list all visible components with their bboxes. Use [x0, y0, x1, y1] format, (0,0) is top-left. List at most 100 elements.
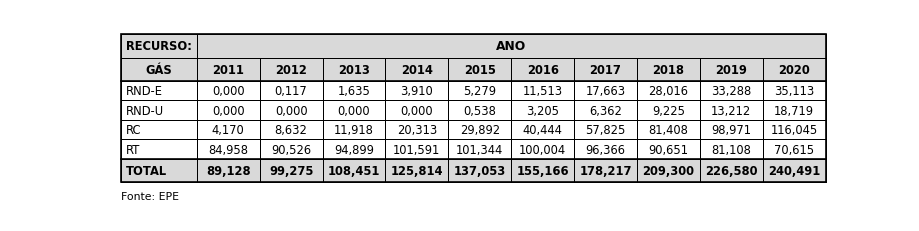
Text: 11,513: 11,513 — [523, 85, 562, 98]
Bar — [574, 140, 637, 159]
Text: 33,288: 33,288 — [711, 85, 752, 98]
Text: 2018: 2018 — [652, 64, 685, 76]
Bar — [385, 140, 448, 159]
Text: 18,719: 18,719 — [774, 104, 814, 117]
Bar — [637, 120, 700, 140]
Bar — [197, 82, 260, 101]
Bar — [120, 159, 197, 182]
Bar — [763, 58, 825, 82]
Bar — [197, 101, 260, 120]
Bar — [385, 82, 448, 101]
Bar — [637, 159, 700, 182]
Bar — [120, 58, 197, 82]
Text: 137,053: 137,053 — [454, 164, 505, 177]
Text: 89,128: 89,128 — [206, 164, 251, 177]
Bar — [197, 120, 260, 140]
Bar — [323, 120, 385, 140]
Text: 8,632: 8,632 — [275, 124, 308, 137]
Bar — [763, 120, 825, 140]
Text: 40,444: 40,444 — [523, 124, 562, 137]
Text: 99,275: 99,275 — [269, 164, 313, 177]
Text: 90,526: 90,526 — [271, 143, 312, 156]
Bar — [197, 35, 825, 58]
Bar — [700, 58, 763, 82]
Bar — [448, 101, 511, 120]
Bar — [323, 101, 385, 120]
Bar — [385, 101, 448, 120]
Bar — [511, 140, 574, 159]
Bar — [511, 58, 574, 82]
Text: 0,000: 0,000 — [212, 104, 244, 117]
Bar — [448, 159, 511, 182]
Bar — [120, 82, 197, 101]
Text: 2019: 2019 — [715, 64, 747, 76]
Text: 84,958: 84,958 — [209, 143, 248, 156]
Text: 17,663: 17,663 — [585, 85, 626, 98]
Text: 94,899: 94,899 — [334, 143, 374, 156]
Text: 226,580: 226,580 — [705, 164, 757, 177]
Text: 3,910: 3,910 — [401, 85, 433, 98]
Text: 2012: 2012 — [275, 64, 307, 76]
Bar — [448, 58, 511, 82]
Text: 155,166: 155,166 — [516, 164, 569, 177]
Bar — [574, 82, 637, 101]
Bar — [700, 82, 763, 101]
Text: GÁS: GÁS — [145, 64, 172, 76]
Bar — [120, 140, 197, 159]
Text: 2011: 2011 — [212, 64, 244, 76]
Text: TOTAL: TOTAL — [126, 164, 166, 177]
Text: 6,362: 6,362 — [589, 104, 622, 117]
Bar — [120, 35, 197, 58]
Text: 2013: 2013 — [338, 64, 370, 76]
Text: RECURSO:: RECURSO: — [126, 40, 191, 53]
Text: 0,000: 0,000 — [337, 104, 370, 117]
Bar — [763, 101, 825, 120]
Bar — [700, 120, 763, 140]
Text: 240,491: 240,491 — [768, 164, 821, 177]
Text: 2017: 2017 — [590, 64, 621, 76]
Text: 209,300: 209,300 — [642, 164, 695, 177]
Bar — [260, 120, 323, 140]
Text: 13,212: 13,212 — [711, 104, 752, 117]
Bar — [574, 58, 637, 82]
Text: 11,918: 11,918 — [334, 124, 374, 137]
Text: 81,108: 81,108 — [711, 143, 751, 156]
Text: RND-U: RND-U — [126, 104, 164, 117]
Text: 0,000: 0,000 — [275, 104, 307, 117]
Text: 0,000: 0,000 — [212, 85, 244, 98]
Bar — [120, 120, 197, 140]
Bar — [637, 101, 700, 120]
Text: 90,651: 90,651 — [649, 143, 688, 156]
Text: 125,814: 125,814 — [391, 164, 443, 177]
Bar — [385, 120, 448, 140]
Bar — [700, 159, 763, 182]
Text: 29,892: 29,892 — [460, 124, 500, 137]
Bar — [260, 159, 323, 182]
Text: 9,225: 9,225 — [652, 104, 685, 117]
Text: 5,279: 5,279 — [463, 85, 496, 98]
Text: 4,170: 4,170 — [211, 124, 244, 137]
Bar — [763, 159, 825, 182]
Text: 178,217: 178,217 — [579, 164, 631, 177]
Text: 35,113: 35,113 — [774, 85, 814, 98]
Bar — [260, 101, 323, 120]
Bar — [574, 120, 637, 140]
Bar — [260, 140, 323, 159]
Text: RT: RT — [126, 143, 140, 156]
Text: 0,000: 0,000 — [401, 104, 433, 117]
Text: 101,591: 101,591 — [393, 143, 440, 156]
Bar — [120, 101, 197, 120]
Bar — [197, 159, 260, 182]
Text: 20,313: 20,313 — [397, 124, 437, 137]
Bar — [637, 140, 700, 159]
Bar — [120, 35, 825, 182]
Bar — [448, 140, 511, 159]
Text: 98,971: 98,971 — [711, 124, 752, 137]
Bar — [574, 159, 637, 182]
Text: RND-E: RND-E — [126, 85, 163, 98]
Text: RC: RC — [126, 124, 141, 137]
Bar — [323, 140, 385, 159]
Bar — [763, 82, 825, 101]
Text: 28,016: 28,016 — [649, 85, 688, 98]
Bar — [197, 58, 260, 82]
